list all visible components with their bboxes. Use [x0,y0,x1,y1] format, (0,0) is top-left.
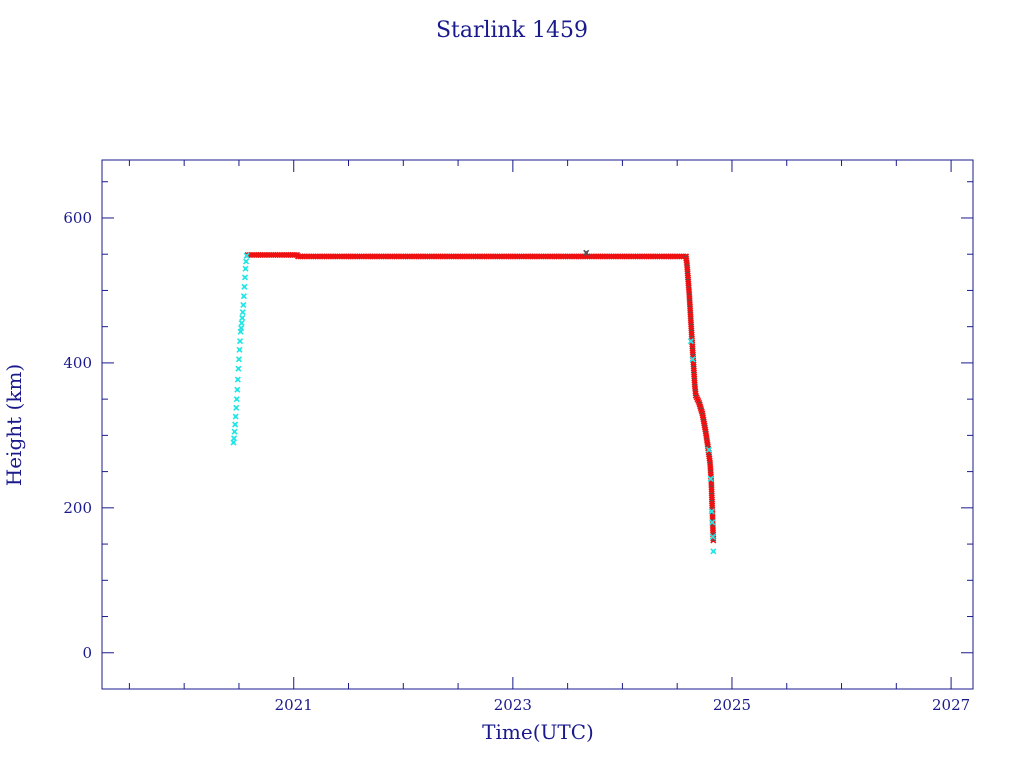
cyan-data-point [710,509,714,514]
cyan-data-point [241,310,245,314]
x-tick-label: 2023 [494,696,532,714]
cyan-data-point [242,285,247,289]
cyan-data-point [235,397,239,401]
axes: 2021 2023 2025 2027 0 200 400 600 [63,160,973,714]
y-tick-label: 400 [63,354,92,372]
plot-frame [101,159,974,690]
cyan-data-point [690,357,695,361]
cyan-data-point [236,367,241,371]
cyan-data-point [689,339,693,343]
cyan-data-point [231,441,236,445]
y-tick-label: 200 [63,499,92,517]
x-tick-label: 2021 [275,696,313,714]
x-tick-label: 2025 [713,696,751,714]
cyan-data-point [238,339,242,343]
cyan-data-point [711,535,715,539]
cyan-data-point [245,254,249,258]
cyan-data-point [243,267,248,271]
cyan-data-point [707,448,711,452]
y-tick-label: 0 [82,644,92,662]
y-axis-label: Height (km) [2,364,26,486]
cyan-data-point [235,388,239,392]
cyan-data-point [233,422,237,427]
cyan-data-point [234,414,238,419]
cyan-data-point [237,357,241,361]
cyan-data-point [232,436,236,440]
x-axis-label: Time(UTC) [482,720,594,744]
cyan-data-point [232,430,237,434]
cyan-data-point [237,348,242,352]
cyan-data-point [244,259,248,264]
cyan-data-point [240,316,244,320]
red-data-point [584,251,588,255]
cyan-data-point [236,377,240,382]
cyan-data-point [241,303,245,307]
cyan-data-point [243,275,247,279]
cyan-data-point [234,406,238,410]
cyan-data-point [711,549,715,553]
data-layer [230,249,717,555]
cyan-data-point [710,520,714,524]
chart-title: Starlink 1459 [436,18,588,43]
cyan-data-point [242,294,246,298]
cyan-data-point [238,330,243,334]
cyan-data-point [239,326,243,330]
x-tick-label: 2027 [932,696,970,714]
cyan-data-point [709,477,713,481]
cyan-data-point [240,321,244,325]
y-tick-label: 600 [63,209,92,227]
